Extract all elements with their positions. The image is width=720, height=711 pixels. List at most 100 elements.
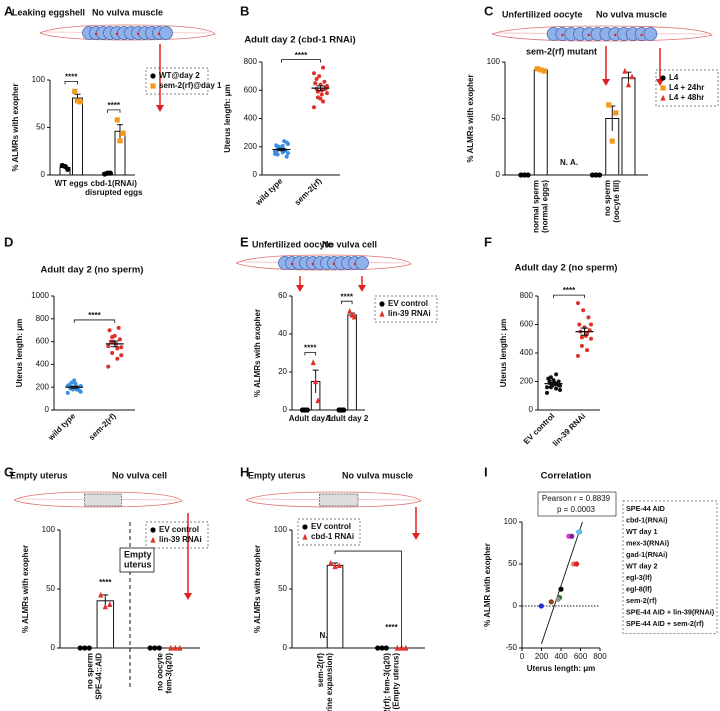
legend-label: sem-2(rf)@day 1: [159, 81, 222, 90]
y-tick-label: 0: [513, 601, 518, 610]
data-point: [574, 561, 580, 567]
significance-label: ****: [88, 311, 101, 320]
nucleus: [115, 32, 119, 36]
empty-uterus: [84, 493, 122, 507]
data-point: [581, 308, 586, 313]
worm-body: [245, 491, 422, 508]
data-point: [589, 336, 593, 341]
y-axis-title: % ALMR with exopher: [483, 543, 492, 627]
empty-uterus: [319, 493, 359, 507]
y-tick-label: 800: [520, 291, 534, 300]
y-tick-label: 50: [36, 123, 45, 132]
significance-bracket: [64, 81, 78, 85]
legend-marker: [660, 94, 666, 101]
x-tick-label: no oocyte: [156, 652, 165, 690]
data-point: [579, 335, 584, 340]
data-point: [274, 143, 279, 148]
annotation: No vulva cell: [322, 239, 377, 249]
legend-marker: [150, 536, 156, 543]
arrow-head: [296, 285, 304, 292]
significance-bracket: [304, 352, 317, 356]
data-point: [69, 380, 74, 385]
data-point: [286, 151, 290, 156]
data-point: [102, 603, 108, 610]
data-point: [558, 586, 564, 592]
x-tick-label: wild type: [46, 411, 78, 443]
legend-marker: [150, 83, 156, 89]
data-point: [586, 315, 591, 320]
panel-label: G: [4, 464, 14, 479]
data-point: [120, 130, 126, 136]
oocyte: [355, 256, 369, 270]
x-tick-label: Adult day 1: [289, 414, 333, 423]
legend-marker: [660, 75, 666, 81]
legend-marker: [302, 524, 308, 530]
annotation: No vulva muscle: [596, 9, 667, 19]
legend-label: WT day 2: [626, 561, 658, 570]
data-point: [321, 99, 326, 104]
data-point: [78, 389, 83, 394]
data-point: [351, 313, 358, 320]
data-point: [525, 172, 531, 178]
data-point: [82, 645, 88, 651]
data-point: [589, 172, 596, 178]
arrow-head: [358, 285, 366, 292]
arrow-head: [602, 79, 610, 86]
data-point: [147, 645, 153, 651]
y-tick-label: 0: [45, 405, 50, 414]
y-tick-label: 100: [274, 525, 288, 534]
y-axis-title: Uterus length: μm: [499, 319, 508, 387]
y-axis-title: % ALMRs with exopher: [253, 545, 262, 633]
panel-label: C: [484, 3, 494, 18]
y-tick-label: 200: [36, 382, 50, 391]
data-point: [558, 388, 562, 393]
y-tick-label: 0: [283, 405, 288, 414]
data-point: [77, 99, 83, 105]
stats-label: Pearson r = 0.8839: [542, 494, 611, 503]
data-point: [555, 596, 561, 602]
x-tick-label: lin-39 RNAi: [551, 412, 588, 449]
data-point: [585, 348, 590, 353]
y-axis-title: % ALMRs with exopher: [253, 309, 262, 397]
panel-label: F: [484, 234, 492, 249]
data-point: [579, 343, 584, 348]
bar: [72, 97, 83, 176]
data-point: [403, 644, 409, 651]
x-tick-label: normal sperm: [531, 180, 540, 233]
box: [119, 547, 155, 573]
x-tick-label: 800: [593, 652, 607, 661]
box-label: uterus: [124, 559, 152, 569]
nucleus: [94, 32, 98, 36]
legend-label: egl-8(lf): [626, 584, 653, 593]
significance-label: ****: [99, 578, 112, 587]
bar: [621, 77, 636, 176]
legend-label: L4 + 48hr: [669, 93, 704, 102]
y-tick-label: 50: [491, 114, 500, 123]
y-tick-label: 100: [42, 525, 56, 534]
legend-marker: [379, 310, 385, 317]
data-point: [304, 407, 310, 413]
significance-label: ****: [108, 101, 121, 110]
x-tick-label: (Empty uterus): [391, 653, 400, 710]
x-tick-label: SPE-44::AID: [95, 653, 104, 700]
y-tick-label: 200: [520, 377, 534, 386]
panel-label: A: [4, 3, 14, 18]
panel-label: B: [240, 3, 249, 18]
data-point: [576, 353, 580, 358]
significance-bracket: [281, 59, 321, 63]
x-tick-label: wild type: [253, 176, 285, 208]
x-tick-label: cbd-1(RNAi): [91, 179, 138, 188]
y-axis-title: Uterus length: μm: [15, 319, 24, 387]
x-tick-label: (Uterine expansion): [325, 653, 334, 711]
data-point: [336, 562, 342, 568]
data-point: [312, 71, 316, 76]
legend-label: EV control: [159, 525, 199, 534]
annotation: sem-2(rf) mutant: [526, 46, 597, 56]
legend-marker: [302, 533, 308, 540]
panel-title: Adult day 2 (no sperm): [41, 265, 144, 276]
x-tick-label: 600: [574, 652, 588, 661]
significance-label: ****: [341, 292, 354, 301]
data-point: [73, 381, 78, 386]
legend-label: sem-2(rf): [626, 596, 657, 605]
x-tick-label: sem-2(rf); fem-3(q20): [382, 653, 391, 711]
